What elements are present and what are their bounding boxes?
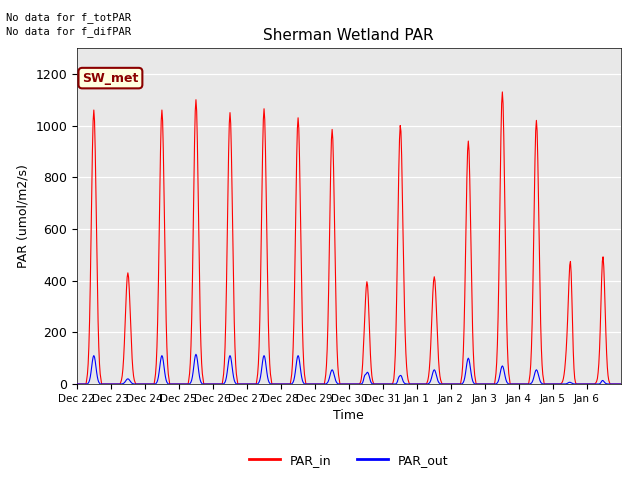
Text: No data for f_difPAR: No data for f_difPAR bbox=[6, 26, 131, 37]
Legend: PAR_in, PAR_out: PAR_in, PAR_out bbox=[244, 449, 454, 472]
Text: No data for f_totPAR: No data for f_totPAR bbox=[6, 12, 131, 23]
Text: SW_met: SW_met bbox=[82, 72, 139, 84]
Title: Sherman Wetland PAR: Sherman Wetland PAR bbox=[264, 28, 434, 43]
X-axis label: Time: Time bbox=[333, 409, 364, 422]
Y-axis label: PAR (umol/m2/s): PAR (umol/m2/s) bbox=[17, 164, 29, 268]
